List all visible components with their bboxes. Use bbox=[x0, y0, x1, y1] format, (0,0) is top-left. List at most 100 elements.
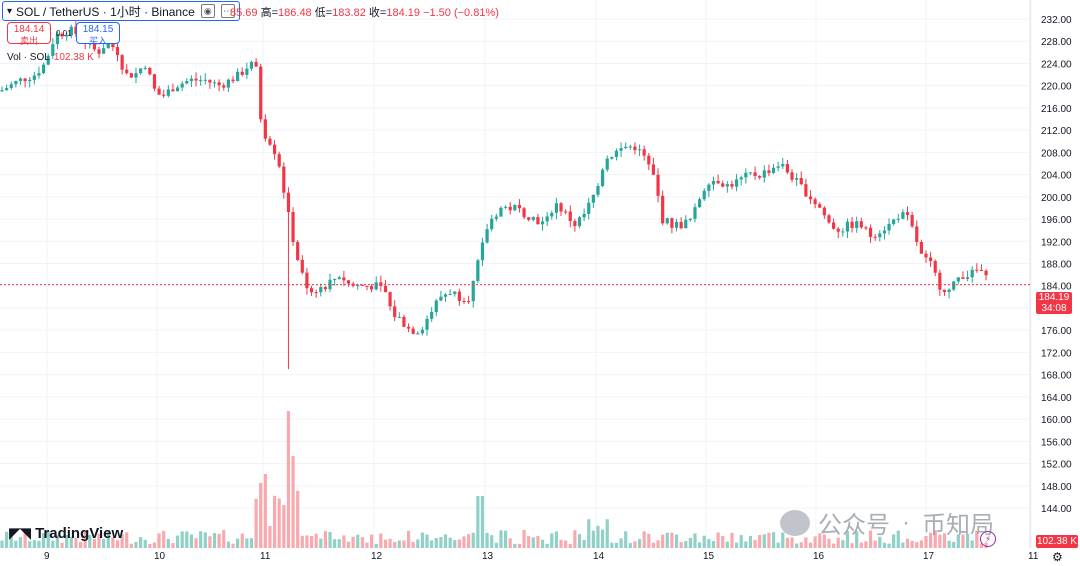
volume-bar bbox=[952, 541, 956, 548]
candle-body bbox=[905, 212, 910, 215]
price-tick-label: 204.00 bbox=[1041, 171, 1072, 182]
volume-bar bbox=[564, 540, 568, 548]
price-tick-label: 144.00 bbox=[1041, 504, 1072, 515]
candle-body bbox=[513, 204, 517, 211]
price-tick-label: 156.00 bbox=[1041, 437, 1072, 448]
price-tick-label: 220.00 bbox=[1041, 82, 1072, 93]
volume-bar bbox=[730, 532, 734, 548]
candle-body bbox=[471, 280, 475, 302]
volume-bar bbox=[476, 496, 480, 548]
volume-bar bbox=[222, 530, 226, 548]
candle-body bbox=[397, 316, 401, 318]
candle-body bbox=[531, 217, 535, 220]
chevron-down-icon[interactable]: ▾ bbox=[7, 5, 13, 17]
volume-bar bbox=[374, 543, 378, 548]
lightning-icon[interactable]: ⚡ bbox=[980, 531, 996, 547]
volume-bar bbox=[919, 540, 923, 548]
volume-bar bbox=[956, 534, 960, 548]
volume-bar bbox=[342, 535, 346, 548]
close-label: 收= bbox=[368, 7, 387, 19]
candle-body bbox=[845, 221, 850, 232]
symbol-title[interactable]: SOL / TetherUS · 1小时 · Binance bbox=[16, 4, 195, 19]
volume-bar bbox=[346, 541, 351, 548]
price-axis[interactable]: 232.00 228.00 224.00 220.00 216.00 212.00 208.… bbox=[1029, 0, 1072, 548]
candle-body bbox=[0, 90, 4, 92]
candle-body bbox=[23, 78, 27, 82]
volume-bar bbox=[203, 532, 207, 548]
candle-body bbox=[217, 82, 221, 86]
buy-button[interactable]: 184.15 买入 bbox=[76, 22, 120, 46]
volume-bar bbox=[850, 543, 854, 548]
candle-body bbox=[748, 172, 753, 174]
volume-bar bbox=[947, 540, 951, 548]
volume-bar bbox=[499, 530, 503, 548]
volume-bar bbox=[804, 537, 808, 548]
candle-body bbox=[942, 289, 947, 293]
candle-body bbox=[979, 269, 984, 271]
volume-bar bbox=[226, 541, 230, 548]
volume-bar bbox=[439, 537, 443, 548]
sell-button[interactable]: 184.14 卖出 bbox=[7, 22, 51, 46]
candle-body bbox=[855, 221, 859, 229]
volume-bar bbox=[656, 540, 660, 548]
volume-bar bbox=[605, 519, 609, 548]
candle-body bbox=[356, 285, 360, 287]
candle-body bbox=[910, 214, 914, 227]
candle-body bbox=[707, 184, 711, 191]
candle-body bbox=[74, 26, 78, 34]
candle-body bbox=[393, 306, 397, 318]
more-icon[interactable]: ⋯ bbox=[220, 4, 235, 18]
volume-bar bbox=[282, 505, 286, 548]
sell-label: 卖出 bbox=[19, 36, 38, 46]
candle-body bbox=[892, 219, 896, 224]
candle-body bbox=[739, 177, 743, 180]
volume-bar bbox=[462, 536, 466, 548]
candle-body bbox=[65, 35, 69, 37]
volume-legend[interactable]: Vol · SOL 102.38 K bbox=[7, 52, 94, 63]
volume-bar bbox=[808, 542, 813, 548]
candle-body bbox=[69, 26, 73, 36]
candle-body bbox=[522, 208, 526, 218]
gear-icon[interactable]: ⚙ bbox=[1052, 550, 1063, 564]
candle-body bbox=[370, 286, 374, 290]
candle-body bbox=[859, 221, 863, 228]
volume-bar bbox=[550, 533, 554, 548]
candle-body bbox=[933, 261, 937, 273]
volume-bar bbox=[212, 533, 217, 548]
candle-body bbox=[226, 79, 230, 88]
volume-bar bbox=[494, 542, 498, 548]
volume-bar bbox=[832, 543, 836, 548]
candle-body bbox=[129, 73, 133, 78]
candle-body bbox=[508, 206, 512, 211]
candle-body bbox=[175, 87, 180, 92]
candle-body bbox=[832, 222, 836, 229]
volume-bar bbox=[568, 543, 572, 548]
volume-bar bbox=[864, 541, 868, 548]
volume-bar bbox=[360, 537, 364, 548]
volume-bar bbox=[60, 542, 64, 548]
time-tick-label: 15 bbox=[703, 551, 715, 562]
low-value: 183.82 bbox=[332, 7, 366, 19]
candle-body bbox=[785, 164, 789, 173]
candle-body bbox=[231, 79, 235, 82]
candle-body bbox=[383, 285, 388, 293]
tradingview-logo[interactable]: ◤◥ TradingView bbox=[9, 524, 123, 543]
candle-body bbox=[605, 158, 609, 170]
candle-body bbox=[18, 78, 23, 82]
volume-bar bbox=[171, 543, 175, 548]
candle-body bbox=[929, 257, 933, 262]
candle-body bbox=[272, 144, 277, 155]
volume-bar bbox=[300, 535, 304, 548]
candle-body bbox=[323, 287, 327, 290]
volume-bar bbox=[208, 536, 212, 548]
eye-icon[interactable]: ◉ bbox=[200, 4, 215, 18]
candle-body bbox=[125, 69, 129, 74]
candle-body bbox=[938, 272, 942, 290]
symbol-legend[interactable]: ▾ SOL / TetherUS · 1小时 · Binance ◉ ⋯ bbox=[2, 1, 240, 21]
volume-bar bbox=[305, 535, 309, 548]
candle-body bbox=[5, 88, 9, 91]
candle-body bbox=[975, 269, 979, 271]
price-tick-label: 228.00 bbox=[1041, 37, 1072, 48]
candle-body bbox=[291, 211, 295, 243]
